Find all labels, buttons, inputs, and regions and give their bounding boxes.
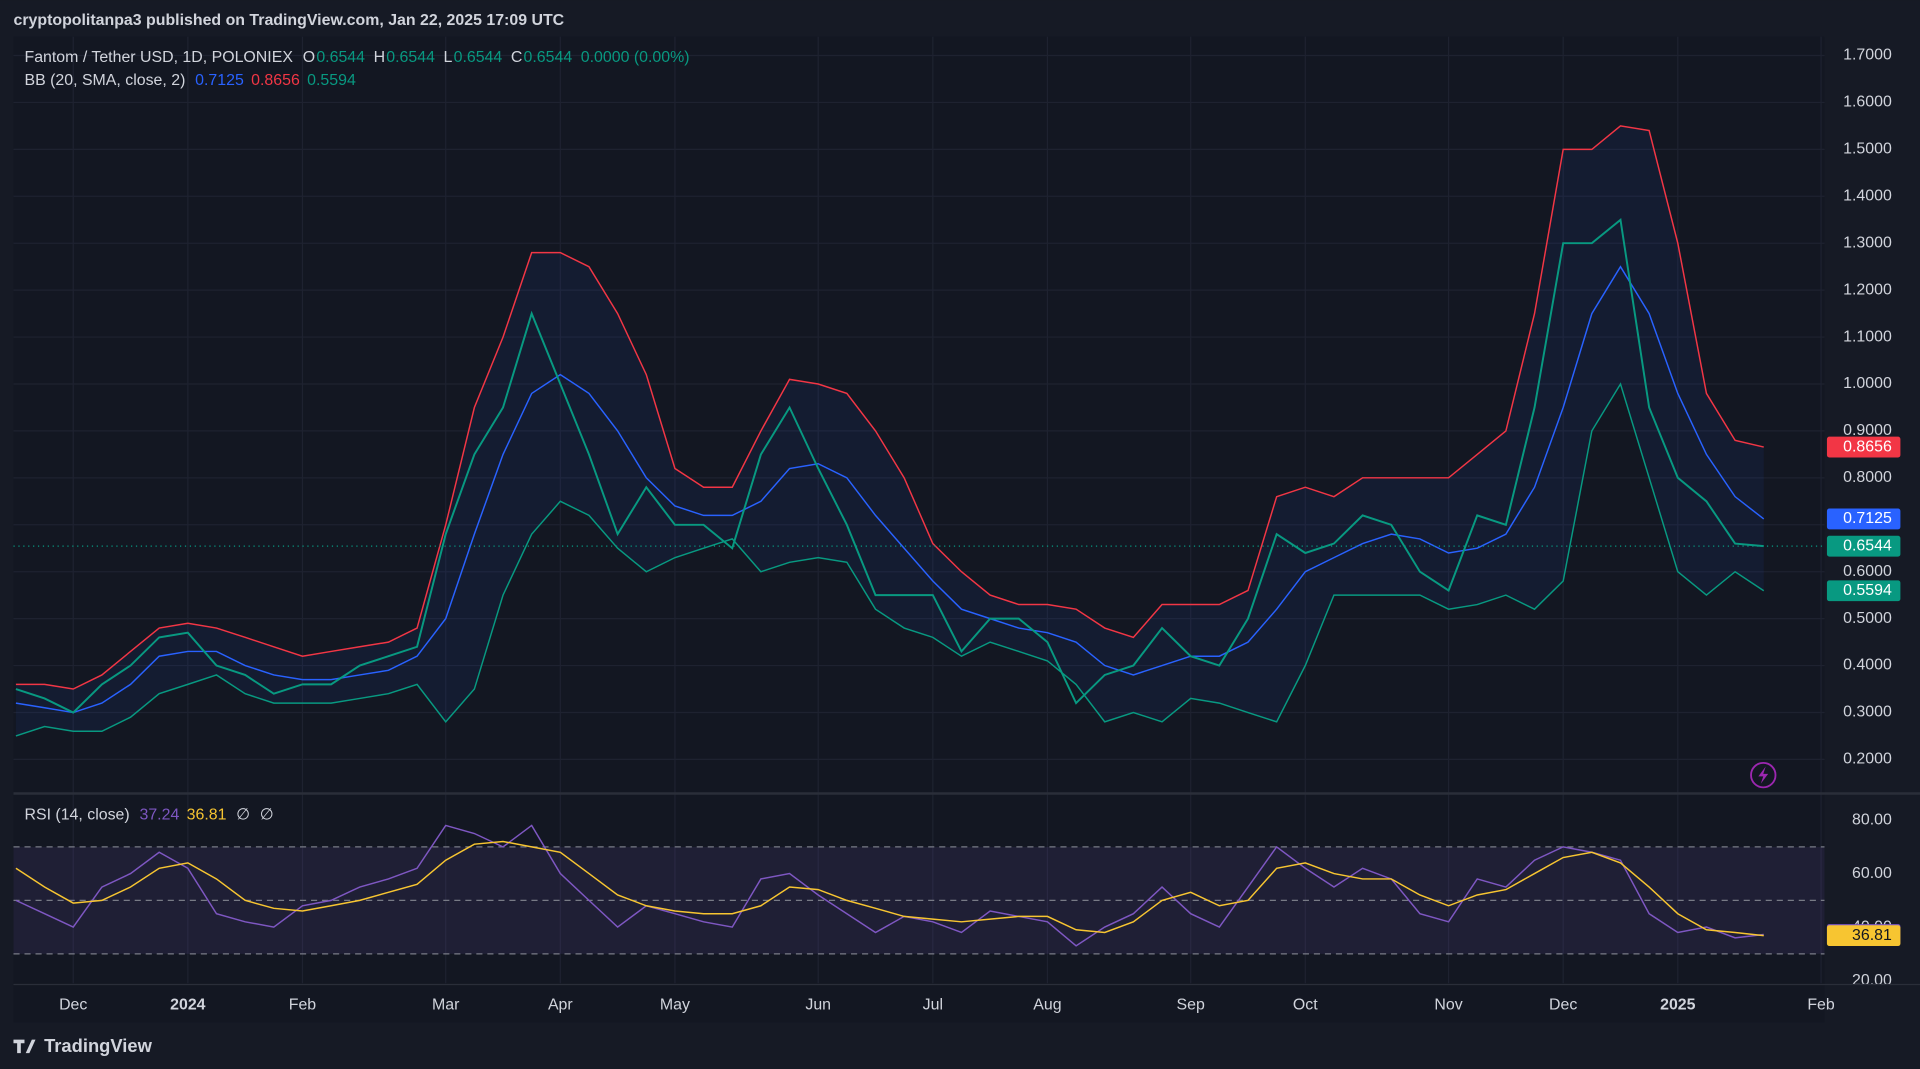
price-tag-label: 0.8656 [1843,438,1892,455]
legend-value: 0.5594 [307,72,356,89]
legend-change: 0.0000 (0.00%) [581,49,690,66]
y-tick-label: 80.00 [1852,811,1892,828]
x-tick-label: Nov [1434,997,1462,1014]
legend-value: 0.8656 [251,72,300,89]
series-line [15,265,1765,714]
publish-note: cryptopolitanpa3 published on TradingVie… [13,12,564,29]
x-tick-label: Apr [548,997,573,1014]
x-tick-label: Oct [1293,997,1318,1014]
series-line [15,217,1764,714]
y-tick-label: 0.8000 [1843,469,1892,486]
y-tick-label: 0.4000 [1843,657,1892,674]
x-tick-label: Mar [432,997,460,1014]
x-tick-label: Sep [1177,997,1205,1014]
price-tag [1826,535,1901,557]
x-tick-label: Jun [805,997,831,1014]
y-tick-label: 1.2000 [1843,281,1892,298]
legend-field-value: 0.6544 [316,49,365,66]
x-tick-label: Aug [1033,997,1061,1014]
brand-logo [13,1039,36,1054]
price-tag-label: 0.7125 [1843,510,1892,527]
legend-field-label: O [303,49,315,66]
y-tick-label: 0.2000 [1843,751,1892,768]
legend-value: 36.81 [187,807,227,824]
y-tick-label: 0.9000 [1843,422,1892,439]
y-tick-label: 1.5000 [1843,141,1892,158]
series-line [15,382,1765,737]
y-tick-label: 1.6000 [1843,94,1892,111]
y-tick-label: 1.0000 [1843,375,1892,392]
y-tick-label: 1.7000 [1843,47,1892,64]
x-tick-label: Jul [923,997,943,1014]
x-tick-label: Feb [1807,997,1835,1014]
price-tag [1826,508,1901,530]
legend-indicator: RSI (14, close) [24,807,129,824]
price-tag-label: 36.81 [1852,927,1892,944]
y-tick-label: 1.1000 [1843,328,1892,345]
legend-extra: ∅ [260,807,274,824]
series-line [15,125,1764,690]
legend-field-value: 0.6544 [386,49,435,66]
price-tag-label: 0.6544 [1843,537,1892,554]
series-line [15,824,1764,947]
legend-symbol: Fantom / Tether USD, 1D, POLONIEX [24,49,293,66]
x-tick-label: Dec [59,997,87,1014]
y-tick-label: 0.5000 [1843,610,1892,627]
plot-area [13,36,1825,1023]
y-tick-label: 0.6000 [1843,563,1892,580]
y-tick-label: 60.00 [1852,865,1892,882]
y-tick-label: 1.3000 [1843,234,1892,251]
y-tick-label: 20.00 [1852,972,1892,989]
y-tick-label: 1.4000 [1843,187,1892,204]
brand: TradingView [44,1035,153,1056]
band-fill [15,125,1764,736]
price-tag-label: 0.5594 [1843,582,1892,599]
legend-extra: ∅ [236,807,250,824]
lightning-icon [1750,761,1777,789]
legend-field-value: 0.6544 [454,49,503,66]
legend-field-value: 0.6544 [524,49,573,66]
legend-field-label: C [511,49,523,66]
legend-field-label: L [444,49,453,66]
x-tick-label: Dec [1549,997,1577,1014]
x-tick-label: Feb [289,997,317,1014]
x-tick-label: 2025 [1660,997,1696,1014]
x-tick-label: May [660,997,690,1014]
price-tag [1826,925,1901,947]
legend-indicator: BB (20, SMA, close, 2) [24,72,185,89]
x-tick-label: 2024 [170,997,206,1014]
legend-field-label: H [374,49,386,66]
price-tag [1826,580,1901,602]
y-tick-label: 0.3000 [1843,704,1892,721]
price-tag [1826,436,1901,458]
legend-value: 0.7125 [195,72,244,89]
legend-value: 37.24 [139,807,179,824]
series-line [15,840,1764,937]
